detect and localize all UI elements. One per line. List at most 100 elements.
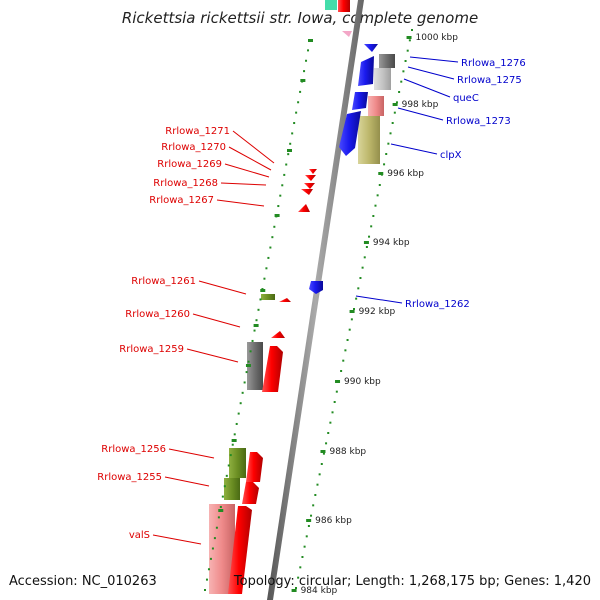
left-track-dot (307, 49, 310, 52)
right-track-dot (305, 535, 308, 538)
left-track-dot (239, 402, 242, 405)
genome-backbone (267, 0, 364, 600)
right-track-dot (295, 587, 297, 589)
kbp-tick-mark (392, 103, 398, 106)
right-track-dot (314, 494, 317, 496)
gene-rrlowa-1270 (305, 175, 316, 181)
gene-label: Rrlowa_1271 (165, 126, 230, 137)
genome-summary-text: Topology: circular; Length: 1,268,175 bp… (233, 574, 591, 589)
right-track-dot (310, 514, 313, 517)
left-track-dot (293, 122, 296, 125)
gene-top-partial-2 (338, 0, 350, 12)
gene-leader-line (186, 348, 239, 363)
gene-label: queC (453, 93, 479, 104)
left-track-dot (243, 381, 246, 384)
left-track-dot (241, 391, 244, 394)
left-track-dot (217, 516, 220, 519)
right-track-dot (372, 215, 375, 217)
right-track-dot (348, 328, 351, 331)
left-track-dot (229, 454, 232, 457)
kbp-tick-mark (363, 241, 369, 244)
right-track-dot (335, 390, 338, 393)
left-track-dot (279, 194, 282, 197)
left-track-tick (308, 39, 313, 42)
kbp-tick-label: 988 kbp (329, 447, 366, 457)
kbp-tick-label: 992 kbp (359, 307, 396, 317)
right-track-dot (355, 297, 358, 300)
gene-leader-line (220, 182, 267, 186)
left-track-dot (281, 184, 284, 187)
right-track-dot (376, 194, 379, 197)
left-track-dot (263, 277, 266, 280)
gene-label: clpX (440, 150, 462, 161)
kbp-tick-mark (320, 450, 326, 453)
kbp-tick-label: 984 kbp (301, 586, 338, 596)
right-track-dot (402, 70, 405, 73)
left-track-tick (287, 149, 292, 152)
left-track-dot (205, 578, 208, 581)
left-track-tick (274, 214, 280, 217)
kbp-tick-label: 996 kbp (387, 169, 424, 179)
gene-label: Rrlowa_1260 (125, 309, 190, 320)
left-track-tick (245, 364, 251, 367)
right-track-dot (389, 132, 392, 135)
gene-leader-line (152, 534, 202, 545)
right-track-dot (385, 153, 388, 155)
gene-top-partial-1 (325, 0, 337, 10)
left-track-dot (223, 485, 226, 488)
gene-clpx-rev (339, 111, 361, 156)
kbp-tick-mark (378, 172, 384, 175)
right-track-dot (359, 277, 362, 279)
kbp-tick-mark (291, 589, 297, 592)
right-track-dot (333, 401, 336, 403)
kbp-tick-mark (406, 36, 412, 39)
right-track-dot (370, 225, 373, 228)
left-track-dot (289, 142, 292, 145)
right-track-dot (297, 576, 300, 579)
gene-leader-line (409, 56, 459, 63)
right-track-dot (320, 463, 323, 465)
right-track-dot (365, 246, 368, 248)
left-track-dot (271, 236, 274, 239)
kbp-tick-label: 994 kbp (373, 238, 410, 248)
left-track-dot (253, 329, 256, 332)
gene-label: Rrlowa_1261 (131, 276, 196, 287)
left-track-dot (285, 163, 288, 166)
gene-rrlowa-1259 (262, 346, 283, 392)
left-track-dot (207, 568, 210, 571)
left-track-dot (291, 132, 294, 135)
gene-leader-line (168, 448, 215, 459)
left-track-dot (287, 153, 290, 156)
kbp-tick-mark (335, 380, 341, 383)
kbp-tick-mark (306, 519, 312, 522)
gene-label: Rrlowa_1255 (97, 472, 162, 483)
accession-text: Accession: NC_010263 (9, 574, 157, 589)
map-title: Rickettsia rickettsii str. Iowa, complet… (121, 9, 479, 27)
gene-rrlowa-1275 (374, 68, 391, 90)
left-track-dot (283, 173, 286, 176)
left-track-dot (245, 371, 248, 374)
right-track-dot (378, 184, 381, 186)
gene-rrlowa-1255 (242, 482, 259, 504)
gene-leader-line (407, 66, 455, 80)
gene-leader-line (192, 313, 241, 328)
gene-label: Rrlowa_1273 (446, 116, 511, 127)
right-track-dot (393, 111, 396, 114)
gene-label: Rrlowa_1256 (101, 444, 166, 455)
right-track-dot (363, 256, 366, 259)
gene-label: Rrlowa_1276 (461, 58, 526, 69)
kbp-tick-label: 990 kbp (344, 377, 381, 387)
gene-label: Rrlowa_1268 (153, 178, 218, 189)
gene-rrlowa-1271 (309, 169, 317, 174)
gene-leader-line (228, 146, 272, 171)
left-track-dot (273, 225, 276, 228)
left-track-tick (300, 79, 306, 82)
gene-leader-line (403, 78, 451, 98)
right-track-dot (353, 308, 355, 310)
right-track-dot (361, 266, 364, 269)
gene-rrlowa-1273-rev (352, 92, 368, 110)
right-track-dot (344, 349, 347, 352)
left-track-tick (218, 509, 224, 512)
left-track-dot (237, 412, 240, 415)
